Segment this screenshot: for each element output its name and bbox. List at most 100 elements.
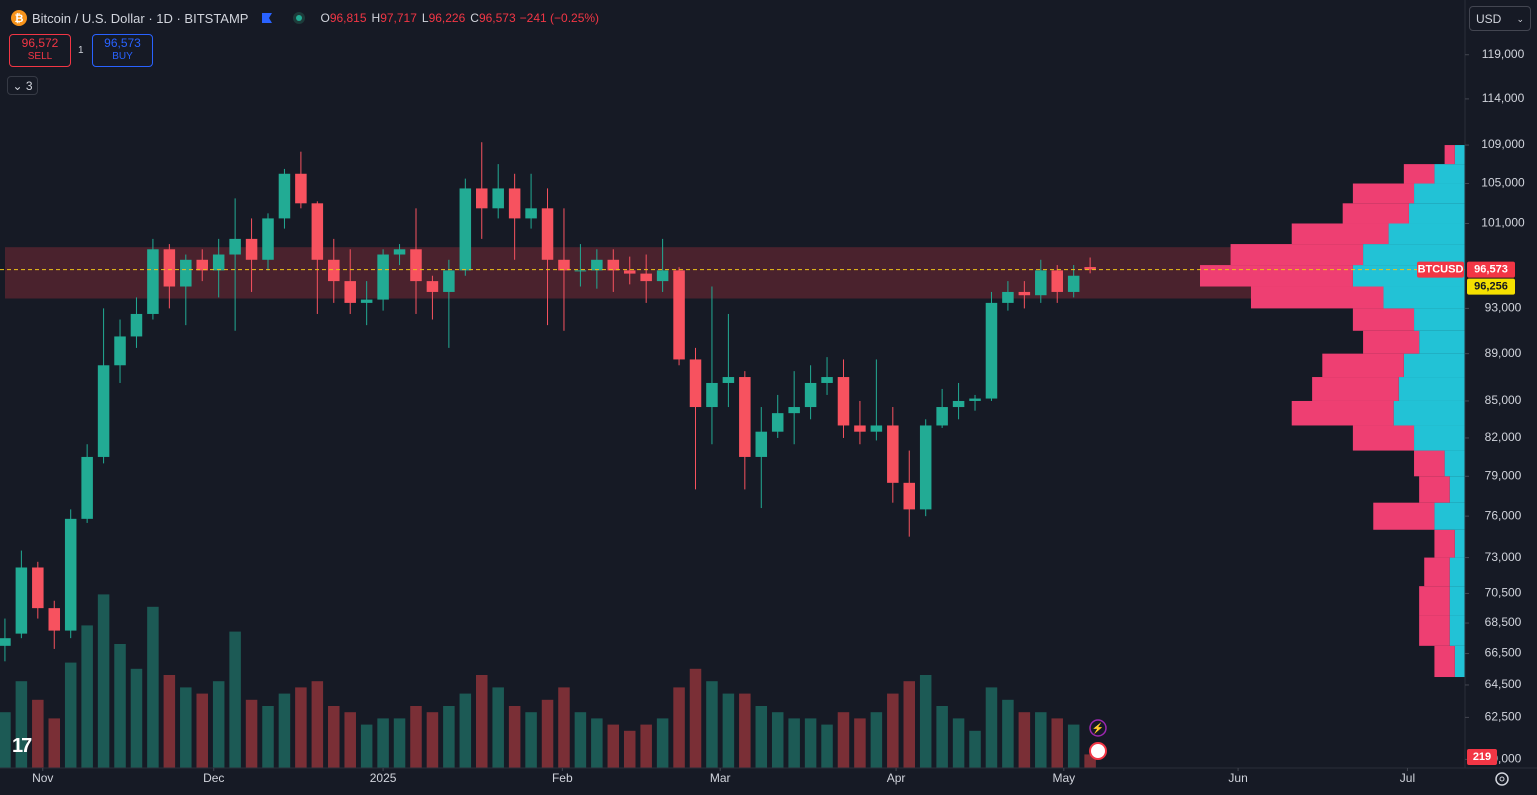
buy-button[interactable]: 96,573 BUY <box>92 34 153 67</box>
candle-body <box>558 259 570 271</box>
volume-bar <box>640 724 652 768</box>
candle-body <box>985 302 998 399</box>
candle-body <box>739 377 751 457</box>
buy-price: 96,573 <box>104 36 141 50</box>
volume-bar <box>969 730 981 768</box>
sell-price: 96,572 <box>21 36 59 50</box>
ohlc-item: O96,815 <box>320 11 366 25</box>
candle-body <box>81 456 93 519</box>
buy-label: BUY <box>112 51 133 62</box>
volume-bar <box>837 712 850 768</box>
event-icons[interactable]: ⚡ <box>1088 717 1108 761</box>
profile-up <box>1403 353 1465 378</box>
candle-body <box>821 377 833 383</box>
currency-select[interactable]: USD ⌄ <box>1469 6 1531 31</box>
profile-down <box>1291 223 1389 245</box>
profile-down <box>1250 286 1384 309</box>
candle-body <box>492 188 504 209</box>
volume-bar <box>854 718 866 768</box>
y-tick-label: 114,000 <box>1482 91 1525 105</box>
time-axis <box>0 768 1465 795</box>
volume-bar <box>673 687 685 768</box>
volume-bar <box>196 693 208 768</box>
profile-down <box>1291 400 1394 426</box>
volume-bar <box>311 681 324 768</box>
y-tick-label: 109,000 <box>1481 137 1525 151</box>
settings-icon[interactable] <box>1492 769 1512 789</box>
last-price-tag-bg <box>1467 261 1515 278</box>
btc-icon: ₿ <box>11 10 27 26</box>
profile-down <box>1419 476 1450 503</box>
y-tick-label: 105,000 <box>1481 176 1525 190</box>
volume-bar <box>1051 718 1063 768</box>
volume-bar <box>180 687 192 768</box>
candle-body <box>278 173 291 219</box>
volume-bar <box>443 706 455 768</box>
volume-bar <box>229 631 241 768</box>
tv-logo[interactable]: 17 <box>12 735 32 757</box>
candle-body <box>212 254 225 271</box>
volume-bar <box>1067 724 1080 768</box>
volume-bar <box>788 718 800 768</box>
volume-bar <box>212 681 225 768</box>
ohlc-value: 97,717 <box>380 11 417 25</box>
volume-bar <box>459 693 472 768</box>
x-tick-label: May <box>1052 771 1075 785</box>
sell-button[interactable]: 96,572 SELL <box>9 34 71 67</box>
poc-price-tag-bg <box>1467 278 1515 295</box>
candle-body <box>591 259 603 271</box>
candle-body <box>476 188 488 209</box>
volume-bar <box>426 712 439 768</box>
profile-down <box>1434 529 1455 558</box>
profile-down <box>1434 645 1455 678</box>
candle-body <box>426 281 439 292</box>
ohlc-values: O96,815 H97,717 L96,226 C96,573 <box>320 11 515 25</box>
candle-body <box>295 173 307 204</box>
profile-up <box>1408 203 1465 224</box>
flag-icon[interactable] <box>260 11 274 25</box>
profile-up <box>1363 244 1465 266</box>
volume-bar <box>1002 699 1014 768</box>
profile-down <box>1444 145 1455 165</box>
candle-body <box>673 270 685 360</box>
profile-down <box>1352 183 1415 204</box>
candle-body <box>163 249 176 287</box>
candle-body <box>15 567 28 634</box>
profile-up <box>1419 330 1465 354</box>
candle-body <box>1084 267 1096 270</box>
price-change: −241 (−0.25%) <box>519 11 600 25</box>
volume-bar <box>821 724 833 768</box>
profile-down <box>1322 353 1404 378</box>
y-tick-label: 70,500 <box>1485 586 1522 600</box>
volume-bar <box>278 693 291 768</box>
volume-bar <box>410 706 422 768</box>
x-tick-label: 2025 <box>370 771 397 785</box>
candle-body <box>870 425 883 432</box>
symbol-tag: BTCUSD <box>1418 264 1464 276</box>
volume-bar <box>985 687 998 768</box>
candle-body <box>755 431 768 457</box>
profile-up <box>1414 308 1465 331</box>
profile-down <box>1414 450 1445 477</box>
svg-text:⚡: ⚡ <box>1092 722 1104 735</box>
candle-body <box>229 238 241 255</box>
profile-down <box>1373 502 1435 530</box>
poc-price-tag: 96,256 <box>1474 281 1508 293</box>
ohlc-item: C96,573 <box>470 11 515 25</box>
candle-body <box>1067 275 1080 292</box>
profile-up <box>1398 377 1465 401</box>
status-icon <box>293 12 306 24</box>
y-tick-label: 73,000 <box>1485 550 1522 564</box>
y-tick-label: 79,000 <box>1485 468 1522 482</box>
candle-body <box>180 259 192 287</box>
symbol-name[interactable]: Bitcoin / U.S. Dollar · 1D · BITSTAMP <box>32 10 249 26</box>
profile-up <box>1449 557 1465 587</box>
x-tick-label: Apr <box>887 771 906 785</box>
x-tick-label: Mar <box>710 771 731 785</box>
profile-up <box>1434 502 1465 530</box>
volume-tag-bg <box>1467 749 1497 765</box>
indicators-toggle[interactable]: ⌄ 3 <box>7 76 38 95</box>
y-tick-label: 64,500 <box>1485 677 1522 691</box>
volume-bar <box>295 687 307 768</box>
volume-bar <box>32 699 44 768</box>
